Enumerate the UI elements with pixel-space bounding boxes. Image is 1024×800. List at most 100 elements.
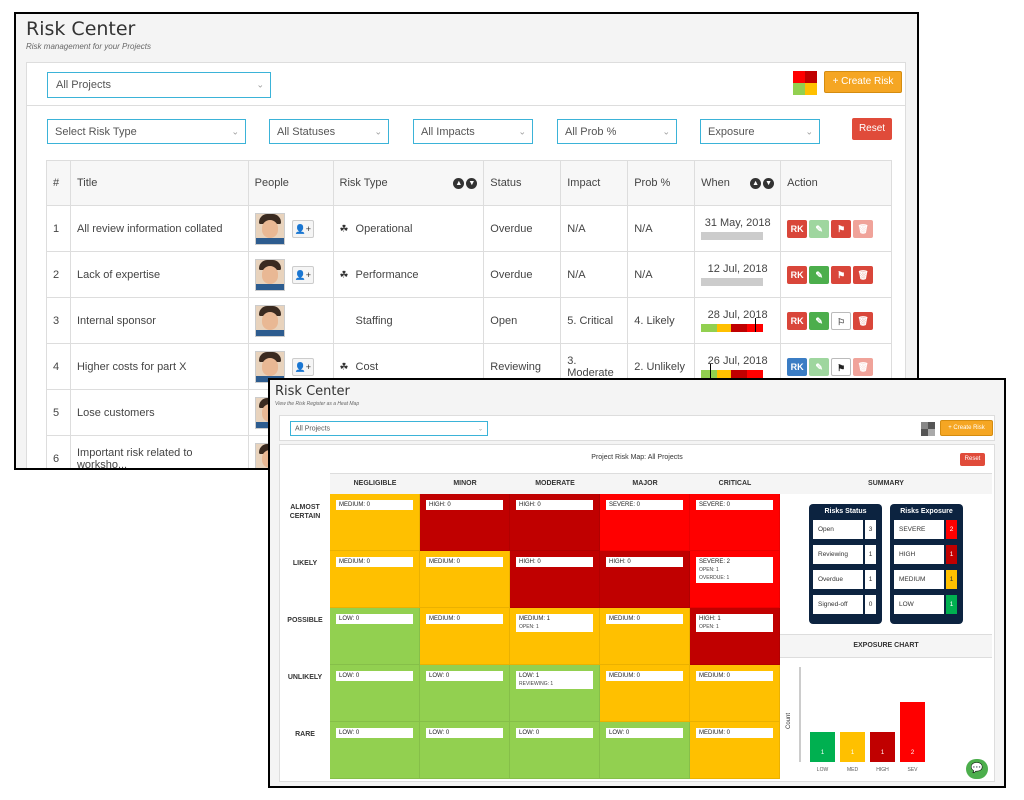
heat-map-cell[interactable]: MEDIUM: 0: [420, 551, 510, 608]
status-row[interactable]: Reviewing: [813, 545, 863, 564]
trash-icon[interactable]: 🗑: [853, 265, 874, 284]
risk-title[interactable]: Internal sponsor: [69, 297, 249, 344]
status-filter[interactable]: All Statuses ⌄: [269, 119, 389, 144]
sort-up-icon[interactable]: ▲: [453, 177, 465, 189]
heat-map-cell[interactable]: LOW: 1 REVIEWING: 1: [510, 665, 600, 722]
heat-map-cell[interactable]: LOW: 0: [330, 665, 420, 722]
status-row[interactable]: Signed-off: [813, 595, 863, 614]
trash-icon[interactable]: 🗑: [853, 357, 874, 376]
impact-filter[interactable]: All Impacts ⌄: [413, 119, 533, 144]
heat-map-cell[interactable]: MEDIUM: 0: [600, 665, 690, 722]
heat-map-cell[interactable]: HIGH: 0: [420, 494, 510, 551]
risk-title[interactable]: All review information collated: [69, 205, 249, 252]
heat-map-cell[interactable]: HIGH: 1 OPEN: 1: [690, 608, 780, 665]
edit-icon[interactable]: ✎: [809, 311, 830, 330]
add-person-icon[interactable]: 👤+: [291, 219, 314, 238]
heat-map-cell[interactable]: LOW: 0: [420, 665, 510, 722]
chart-bar[interactable]: [840, 732, 865, 762]
rk-button[interactable]: RK: [787, 219, 808, 238]
heat-map-cell[interactable]: SEVERE: 2 OPEN: 1 OVERDUE: 1: [690, 551, 780, 608]
row-number: 2: [46, 251, 71, 298]
heat-map-cell[interactable]: HIGH: 0: [510, 494, 600, 551]
exposure-row[interactable]: HIGH: [894, 545, 944, 564]
rk-button[interactable]: RK: [787, 357, 808, 376]
probability-filter[interactable]: All Prob % ⌄: [557, 119, 677, 144]
project-select[interactable]: All Projects ⌄: [47, 72, 271, 98]
risk-title[interactable]: Important risk related to worksho...: [69, 435, 249, 468]
risk-title[interactable]: Lose customers: [69, 389, 249, 436]
prob-row-likely: LIKELY: [292, 560, 318, 567]
status-label: Reviewing: [818, 551, 848, 558]
trash-icon[interactable]: 🗑: [853, 311, 874, 330]
table-row[interactable]: 3 Internal sponsor Staffing Open 5. Crit…: [46, 297, 892, 344]
heat-map-cell[interactable]: MEDIUM: 0: [330, 551, 420, 608]
status-row[interactable]: Overdue: [813, 570, 863, 589]
flag-icon[interactable]: ⚐: [831, 311, 852, 330]
prob-row-almost-certain: ALMOST CERTAIN: [289, 504, 321, 520]
heatmap-toggle-icon[interactable]: [793, 71, 817, 95]
create-risk-button[interactable]: + Create Risk: [824, 71, 902, 93]
create-risk-button[interactable]: + Create Risk: [940, 420, 993, 436]
chart-bar[interactable]: [870, 732, 895, 762]
edit-icon[interactable]: ✎: [809, 265, 830, 284]
exposure-row[interactable]: SEVERE: [894, 520, 944, 539]
cell-count: MEDIUM: 0: [609, 616, 641, 622]
status-row[interactable]: Open: [813, 520, 863, 539]
project-select[interactable]: All Projects ⌄: [290, 421, 488, 436]
chart-bar[interactable]: [900, 702, 925, 762]
sort-down-icon[interactable]: ▼: [466, 177, 478, 189]
rk-button[interactable]: RK: [787, 311, 808, 330]
heat-map-cell[interactable]: LOW: 0: [420, 722, 510, 779]
heat-map-cell[interactable]: LOW: 0: [600, 722, 690, 779]
prob-cell: 4. Likely: [627, 297, 696, 344]
panel-title: Risks Status: [824, 508, 867, 515]
table-row[interactable]: 1 All review information collated 👤+ ☘ Op…: [46, 205, 892, 252]
heat-map-cell[interactable]: MEDIUM: 0: [330, 494, 420, 551]
table-row[interactable]: 2 Lack of expertise 👤+ ☘ Performance Over…: [46, 251, 892, 298]
flag-icon[interactable]: ⚑: [831, 265, 852, 284]
exposure-row[interactable]: MEDIUM: [894, 570, 944, 589]
risk-title[interactable]: Higher costs for part X: [69, 343, 249, 390]
heat-map-cell[interactable]: HIGH: 0: [600, 551, 690, 608]
heat-map-cell[interactable]: MEDIUM: 0: [690, 722, 780, 779]
risk-type-filter[interactable]: Select Risk Type ⌄: [47, 119, 246, 144]
people-cell: 👤+: [247, 205, 334, 252]
exposure-row[interactable]: LOW: [894, 595, 944, 614]
heat-map-cell[interactable]: LOW: 0: [330, 722, 420, 779]
flag-icon[interactable]: ⚑: [831, 357, 852, 376]
chat-icon[interactable]: 💬: [966, 759, 988, 779]
heat-map-cell[interactable]: MEDIUM: 1 OPEN: 1: [510, 608, 600, 665]
reset-button[interactable]: Reset: [852, 118, 892, 140]
chart-bar[interactable]: [810, 732, 835, 762]
heat-map-cell[interactable]: MEDIUM: 0: [600, 608, 690, 665]
exposure-filter[interactable]: Exposure ⌄: [700, 119, 820, 144]
risk-title[interactable]: Lack of expertise: [69, 251, 249, 298]
heat-map-cell[interactable]: SEVERE: 0: [690, 494, 780, 551]
heat-map-cell[interactable]: HIGH: 0: [510, 551, 600, 608]
prob-row-possible: POSSIBLE: [287, 617, 323, 624]
cell-count: MEDIUM: 0: [699, 730, 731, 736]
heat-map-cell[interactable]: MEDIUM: 0: [690, 665, 780, 722]
cell-breakdown: OPEN: 1: [519, 624, 539, 630]
sort-up-icon[interactable]: ▲: [750, 177, 762, 189]
trash-icon[interactable]: 🗑: [853, 219, 874, 238]
heat-map-cell-label: LOW: 0: [336, 614, 413, 624]
add-person-icon[interactable]: 👤+: [291, 357, 314, 376]
flag-icon[interactable]: ⚑: [831, 219, 852, 238]
edit-icon[interactable]: ✎: [809, 219, 830, 238]
heat-map-grid: MEDIUM: 0 HIGH: 0 HIGH: 0 SEVERE: 0 SEVERE: …: [330, 494, 780, 779]
status-filter-value: All Statuses: [277, 125, 336, 138]
chevron-down-icon: ⌄: [477, 426, 483, 432]
heat-map-cell[interactable]: LOW: 0: [510, 722, 600, 779]
heat-map-cell[interactable]: SEVERE: 0: [600, 494, 690, 551]
reset-button[interactable]: Reset: [960, 453, 985, 466]
grid-view-icon[interactable]: [921, 422, 935, 436]
add-person-icon[interactable]: 👤+: [291, 265, 314, 284]
row-number: 1: [46, 205, 71, 252]
rk-button[interactable]: RK: [787, 265, 808, 284]
edit-icon[interactable]: ✎: [809, 357, 830, 376]
cell-count: MEDIUM: 1: [519, 616, 551, 622]
heat-map-cell[interactable]: MEDIUM: 0: [420, 608, 510, 665]
sort-down-icon[interactable]: ▼: [763, 177, 775, 189]
heat-map-cell[interactable]: LOW: 0: [330, 608, 420, 665]
